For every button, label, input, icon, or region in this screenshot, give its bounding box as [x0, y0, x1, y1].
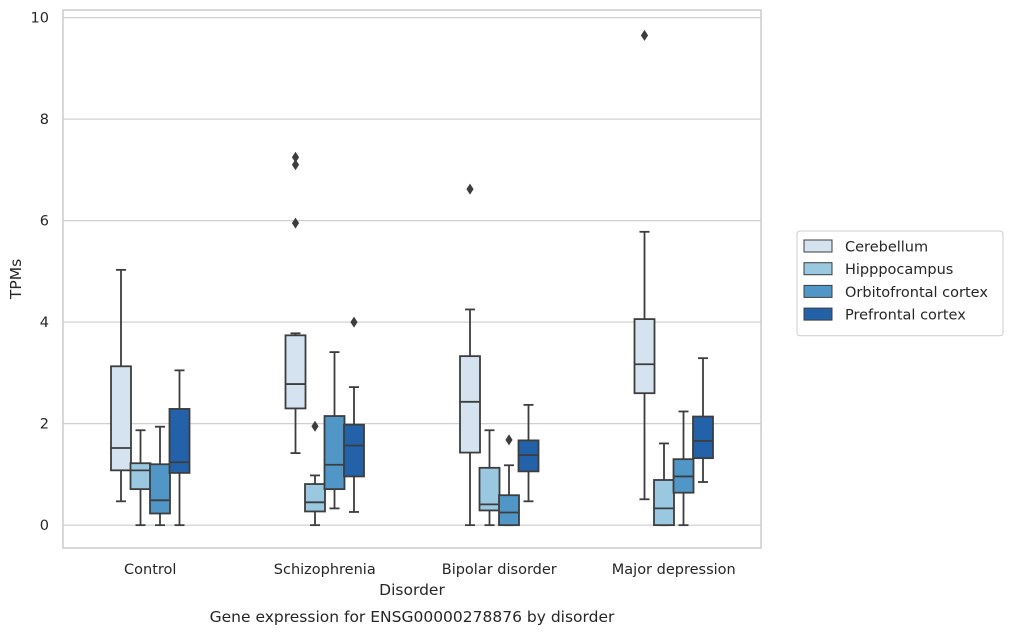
outlier-point — [291, 217, 300, 229]
legend: Cerebellum Hipppocampus Orbitofrontal cort… — [796, 230, 1004, 337]
y-tick-label: 8 — [40, 112, 49, 128]
y-tick-label: 4 — [40, 315, 49, 331]
box-iqr — [110, 365, 132, 472]
x-axis-label: Disorder — [379, 581, 445, 599]
plot-area-frame — [62, 9, 762, 549]
x-tick-label: Major depression — [612, 562, 736, 578]
legend-swatch — [803, 307, 833, 321]
outlier-point — [350, 316, 358, 328]
legend-frame — [796, 230, 1004, 337]
box-hipppocampus — [129, 429, 152, 527]
legend-label: Cerebellum — [845, 240, 928, 256]
outlier-point — [291, 159, 300, 171]
box-prefrontal-cortex — [343, 316, 365, 513]
box-iqr — [459, 355, 481, 454]
legend-label: Orbitofrontal cortex — [845, 285, 988, 301]
outlier-point — [640, 29, 649, 41]
box-cerebellum — [633, 29, 656, 501]
legend-label: Prefrontal cortex — [845, 308, 966, 324]
y-axis-ticks: 0 2 4 6 8 10 — [31, 11, 49, 535]
box-iqr — [653, 479, 675, 527]
box-hipppocampus — [304, 420, 326, 527]
box-iqr — [149, 463, 171, 515]
box-iqr — [692, 415, 714, 460]
outlier-point — [311, 420, 319, 432]
x-tick-label: Schizophrenia — [274, 562, 376, 578]
box-iqr — [323, 415, 346, 491]
box-cerebellum — [110, 268, 132, 503]
chart-caption: Gene expression for ENSG00000278876 by d… — [210, 608, 615, 626]
outlier-point — [466, 183, 474, 195]
box-iqr — [304, 483, 326, 513]
x-tick-label: Bipolar disorder — [442, 562, 557, 578]
outlier-point — [505, 434, 513, 446]
box-iqr — [498, 494, 520, 527]
y-axis-label: TPMs — [7, 259, 25, 300]
legend-swatch — [803, 239, 833, 253]
box-iqr — [129, 462, 152, 491]
box-cerebellum — [459, 183, 481, 527]
box-iqr — [168, 408, 191, 474]
box-hipppocampus — [478, 429, 501, 527]
y-tick-label: 2 — [40, 417, 49, 433]
y-tick-label: 10 — [31, 11, 49, 27]
box-iqr — [343, 423, 365, 478]
box-series — [110, 29, 714, 527]
box-prefrontal-cortex — [692, 357, 714, 483]
box-prefrontal-cortex — [517, 403, 540, 503]
box-iqr — [633, 318, 656, 395]
legend-swatch — [803, 284, 833, 298]
box-orbitofrontal-cortex — [498, 434, 520, 527]
box-prefrontal-cortex — [168, 369, 191, 527]
outlier-point — [291, 151, 300, 163]
box-orbitofrontal-cortex — [672, 410, 695, 527]
box-orbitofrontal-cortex — [323, 351, 346, 510]
box-orbitofrontal-cortex — [149, 425, 171, 527]
x-axis-ticks: Control Schizophrenia Bipolar disorder Majo… — [124, 562, 736, 578]
gridlines — [63, 17, 761, 526]
legend-swatch — [803, 262, 833, 276]
legend-label: Hipppocampus — [845, 262, 953, 278]
box-iqr — [284, 334, 307, 410]
box-iqr — [478, 466, 501, 512]
box-hipppocampus — [653, 442, 675, 527]
x-tick-label: Control — [124, 562, 176, 578]
y-tick-label: 0 — [40, 518, 49, 534]
y-tick-label: 6 — [40, 214, 49, 230]
box-cerebellum — [284, 151, 307, 454]
